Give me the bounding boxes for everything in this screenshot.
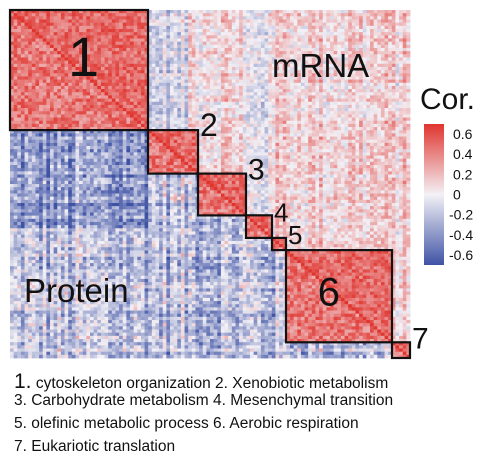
module-label-1: 1 xyxy=(68,25,99,88)
module-label-7: 7 xyxy=(412,322,429,355)
caption-text-2: Xenobiotic metabolism xyxy=(227,375,389,392)
caption-line-2: 3. Carbohydrate metabolism 4. Mesenchyma… xyxy=(14,392,394,409)
colorbar-tick-label: 0.2 xyxy=(453,166,473,182)
colorbar-tick-label: 0 xyxy=(453,187,461,203)
module-label-5: 5 xyxy=(288,220,302,250)
colorbar-tick-label: 0.6 xyxy=(453,126,473,142)
caption-line-1: 1. cytoskeleton organization 2. Xenobiot… xyxy=(14,370,388,394)
module-label-4: 4 xyxy=(274,197,288,227)
module-box-2 xyxy=(146,129,200,175)
module-label-2: 2 xyxy=(200,107,218,143)
colorbar-title: Cor. xyxy=(420,83,475,116)
module-box-6 xyxy=(284,249,394,344)
caption-text-1: cytoskeleton organization xyxy=(31,375,216,392)
colorbar xyxy=(424,124,444,265)
mrna-label: mRNA xyxy=(272,47,369,84)
module-box-7 xyxy=(390,341,412,360)
module-label-6: 6 xyxy=(318,271,340,315)
colorbar-tick-label: -0.4 xyxy=(449,227,473,243)
module-box-1 xyxy=(8,8,150,132)
colorbar-tick-label: -0.6 xyxy=(449,247,473,263)
caption-line-3: 5. olefinic metabolic process 6. Aerobic… xyxy=(14,415,359,432)
module-box-3 xyxy=(196,172,248,217)
colorbar-tick-label: 0.4 xyxy=(453,146,473,162)
module-box-4 xyxy=(244,214,274,240)
caption-num-1: 1. xyxy=(14,370,32,393)
module-box-5 xyxy=(270,236,288,252)
colorbar-tick-label: -0.2 xyxy=(449,207,473,223)
module-label-3: 3 xyxy=(248,154,265,187)
caption-line-4: 7. Eukariotic translation xyxy=(14,438,176,455)
heatmap-cells xyxy=(10,10,411,359)
caption-num-2: 2. xyxy=(215,375,228,392)
colorbar-ticks: 0.6 0.4 0.2 0 -0.2 -0.4 -0.6 xyxy=(449,126,473,263)
protein-label: Protein xyxy=(24,272,129,309)
